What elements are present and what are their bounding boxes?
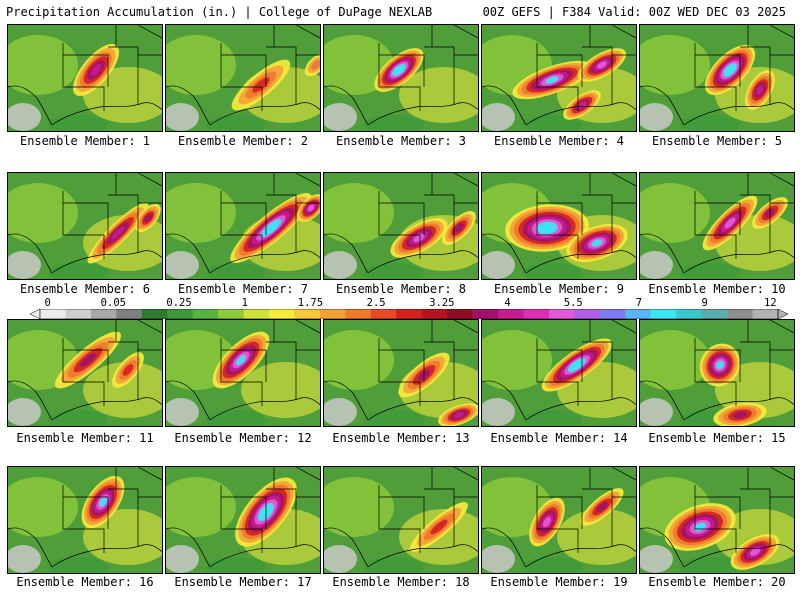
colorbar-max-arrow bbox=[777, 309, 788, 319]
ensemble-member-label: Ensemble Member: 17 bbox=[174, 575, 312, 589]
colorbar-swatch bbox=[243, 309, 270, 319]
colorbar-swatch bbox=[167, 309, 193, 319]
ensemble-member-label: Ensemble Member: 8 bbox=[335, 282, 467, 296]
ensemble-member-label: Ensemble Member: 3 bbox=[335, 134, 467, 148]
colorbar-tick-label: 7 bbox=[635, 297, 643, 309]
colorbar-swatch bbox=[701, 309, 728, 319]
ensemble-member-label: Ensemble Member: 9 bbox=[493, 282, 625, 296]
colorbar-swatch bbox=[676, 309, 702, 319]
ensemble-member-label: Ensemble Member: 4 bbox=[493, 134, 625, 148]
ensemble-member-label: Ensemble Member: 12 bbox=[174, 431, 312, 445]
ensemble-member-map bbox=[639, 319, 795, 427]
colorbar-swatch bbox=[523, 309, 550, 319]
colorbar-tick-label: 3.25 bbox=[429, 297, 455, 309]
ensemble-member-map bbox=[323, 172, 479, 280]
ensemble-member-map bbox=[639, 466, 795, 574]
colorbar-swatch bbox=[472, 309, 499, 319]
ensemble-member-label: Ensemble Member: 2 bbox=[177, 134, 309, 148]
colorbar-swatch bbox=[370, 309, 397, 319]
ensemble-member-map bbox=[7, 24, 163, 132]
colorbar-tick-label: 0.05 bbox=[100, 297, 126, 309]
ensemble-member-label: Ensemble Member: 14 bbox=[490, 431, 628, 445]
ensemble-member-map bbox=[481, 24, 637, 132]
ensemble-member-map bbox=[165, 466, 321, 574]
ensemble-member-label: Ensemble Member: 5 bbox=[651, 134, 783, 148]
ensemble-member-map bbox=[639, 172, 795, 280]
ensemble-member-label: Ensemble Member: 6 bbox=[19, 282, 151, 296]
colorbar-swatch bbox=[269, 309, 295, 319]
ensemble-member-map bbox=[323, 466, 479, 574]
colorbar-swatch bbox=[625, 309, 652, 319]
ensemble-member-map bbox=[165, 24, 321, 132]
model-run-info: 00Z GEFS | F384 Valid: 00Z WED DEC 03 20… bbox=[482, 5, 786, 19]
ensemble-member-map bbox=[7, 319, 163, 427]
ensemble-member-label: Ensemble Member: 16 bbox=[16, 575, 154, 589]
colorbar-swatch bbox=[192, 309, 219, 319]
ensemble-member-map bbox=[481, 466, 637, 574]
colorbar-swatch bbox=[65, 309, 92, 319]
colorbar-swatch bbox=[218, 309, 244, 319]
colorbar-tick-label: 5.5 bbox=[563, 297, 583, 309]
ensemble-member-label: Ensemble Member: 7 bbox=[177, 282, 309, 296]
colorbar-swatch bbox=[548, 309, 575, 319]
colorbar-swatch bbox=[752, 309, 779, 319]
colorbar-tick-label: 1 bbox=[241, 297, 248, 309]
colorbar-swatch bbox=[141, 309, 168, 319]
colorbar-swatch bbox=[447, 309, 473, 319]
ensemble-member-label: Ensemble Member: 19 bbox=[490, 575, 628, 589]
ensemble-member-map bbox=[481, 172, 637, 280]
colorbar-tick-label: 2.5 bbox=[366, 297, 386, 309]
colorbar-swatch bbox=[574, 309, 601, 319]
ensemble-member-map bbox=[7, 172, 163, 280]
precipitation-colorbar bbox=[30, 309, 788, 319]
ensemble-member-map bbox=[165, 319, 321, 427]
ensemble-member-map bbox=[481, 319, 637, 427]
colorbar-swatch bbox=[90, 309, 117, 319]
colorbar-swatch bbox=[396, 309, 423, 319]
colorbar-swatch bbox=[116, 309, 143, 319]
ensemble-member-label: Ensemble Member: 11 bbox=[16, 431, 154, 445]
colorbar-tick-label: 9 bbox=[701, 297, 708, 309]
colorbar-tick-label: 0.25 bbox=[166, 297, 192, 309]
colorbar-tick-label: 0 bbox=[44, 297, 51, 309]
colorbar-min-arrow bbox=[30, 309, 41, 319]
map-title: Precipitation Accumulation (in.) | Colle… bbox=[6, 5, 433, 19]
ensemble-member-map bbox=[323, 319, 479, 427]
colorbar-swatch bbox=[294, 309, 321, 319]
ensemble-member-label: Ensemble Member: 18 bbox=[332, 575, 470, 589]
ensemble-member-map bbox=[323, 24, 479, 132]
colorbar-swatch bbox=[421, 309, 448, 319]
colorbar-tick-label: 12 bbox=[764, 297, 777, 309]
ensemble-member-label: Ensemble Member: 20 bbox=[648, 575, 786, 589]
ensemble-member-label: Ensemble Member: 15 bbox=[648, 431, 786, 445]
colorbar-swatch bbox=[319, 309, 346, 319]
ensemble-member-map bbox=[165, 172, 321, 280]
colorbar-swatch bbox=[498, 309, 524, 319]
colorbar-swatch bbox=[345, 309, 372, 319]
colorbar-tick-label: 1.75 bbox=[297, 297, 324, 309]
colorbar-tick-label: 4 bbox=[504, 297, 511, 309]
colorbar-swatch bbox=[650, 309, 677, 319]
colorbar-swatch bbox=[40, 309, 66, 319]
colorbar-swatch bbox=[727, 309, 753, 319]
ensemble-member-label: Ensemble Member: 1 bbox=[19, 134, 151, 148]
ensemble-member-map bbox=[7, 466, 163, 574]
colorbar-swatch bbox=[599, 309, 626, 319]
ensemble-member-label: Ensemble Member: 10 bbox=[648, 282, 786, 296]
ensemble-member-map bbox=[639, 24, 795, 132]
ensemble-member-label: Ensemble Member: 13 bbox=[332, 431, 470, 445]
